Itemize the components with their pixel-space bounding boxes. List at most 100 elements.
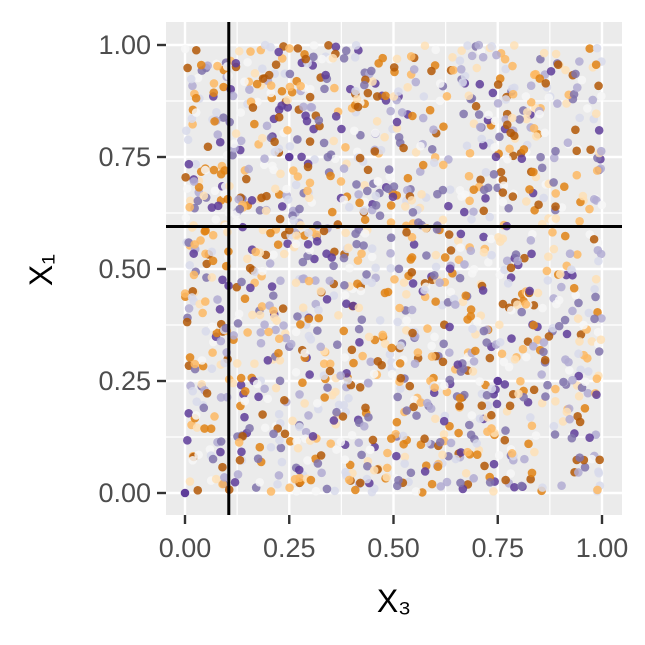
data-point [420,41,430,51]
data-point [359,421,369,431]
data-point [565,249,575,258]
data-point [587,337,597,346]
data-point [561,355,570,364]
data-point [229,139,239,148]
data-point [299,102,308,112]
data-point [180,289,190,298]
data-point [457,192,466,201]
data-point [347,345,357,355]
data-point [501,426,510,435]
data-point [475,79,485,89]
data-point [415,167,425,176]
data-point [446,246,456,255]
data-point [250,359,259,369]
data-point [455,393,465,403]
data-point [597,200,607,210]
data-point [562,99,571,108]
data-point [340,280,349,290]
data-point [574,349,583,359]
data-point [321,70,330,80]
data-point [529,342,538,351]
data-point [363,461,372,471]
data-point [394,264,404,274]
data-point [515,115,524,124]
data-point [454,255,464,265]
data-point [213,130,223,139]
data-point [557,481,566,490]
data-point [445,264,455,273]
data-point [186,74,196,84]
data-point [237,447,246,457]
data-point [509,131,519,141]
data-point [486,234,496,244]
data-point [189,270,199,280]
y-axis-title: X₁ [23,254,59,286]
data-point [314,305,323,315]
data-point [461,468,471,478]
data-point [464,171,474,181]
data-point [597,314,606,323]
data-point [344,475,354,485]
data-point [439,339,448,349]
data-point [194,182,204,192]
data-point [274,334,284,344]
data-point [499,181,509,190]
data-point [304,276,314,286]
data-point [442,477,452,487]
data-point [245,85,254,94]
data-point [269,429,278,439]
data-point [497,349,507,359]
data-point [438,215,448,225]
data-point [463,41,472,50]
data-point [436,482,446,491]
data-point [355,478,365,488]
data-point [199,403,209,413]
data-point [546,66,556,76]
data-point [181,126,191,135]
data-point [383,448,392,458]
data-point [408,328,417,338]
data-point [507,113,517,123]
data-point [469,185,479,194]
data-point [571,125,580,135]
data-point [336,371,345,381]
data-point [383,184,393,194]
data-point [495,320,504,330]
data-point [591,292,600,302]
data-point [407,253,417,262]
data-point [355,338,364,347]
data-point [537,163,547,173]
data-point [185,202,194,212]
data-point [422,398,432,408]
data-point [383,287,393,297]
data-point [291,239,301,249]
data-point [567,433,577,443]
data-point [575,113,584,123]
data-point [594,81,603,91]
data-point [188,386,198,396]
data-point [192,423,202,432]
data-point [361,403,370,413]
data-point [270,184,280,194]
data-point [593,485,602,495]
data-point [386,264,396,273]
data-point [362,474,372,484]
data-point [541,79,551,88]
data-point [228,91,238,101]
data-point [542,266,552,276]
data-point [330,154,340,164]
data-point [360,215,370,225]
y-tick-label: 0.25 [98,366,151,396]
data-point [256,328,266,337]
data-point [312,237,322,246]
data-point [339,400,349,410]
data-point [568,375,577,385]
data-point [444,230,454,239]
data-point [215,305,225,314]
data-point [399,278,409,287]
data-point [246,283,255,293]
data-point [184,304,194,313]
data-point [351,86,360,96]
data-point [551,189,561,198]
data-point [365,445,375,454]
